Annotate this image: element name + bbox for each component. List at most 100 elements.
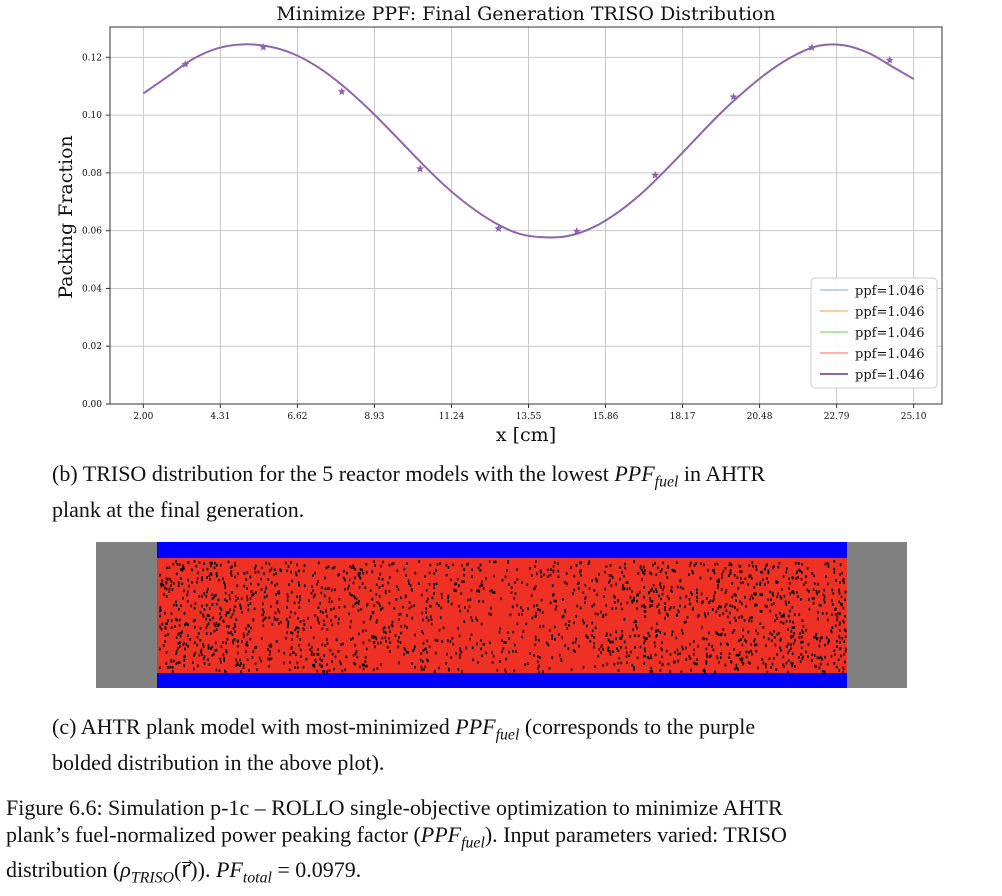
data-point-marker: [337, 87, 346, 96]
triso-particle: [457, 668, 460, 671]
triso-particle: [175, 600, 177, 604]
triso-particle: [249, 597, 252, 600]
triso-particle: [254, 567, 256, 570]
triso-particle: [792, 634, 794, 638]
triso-particle: [518, 613, 520, 616]
triso-particle: [654, 561, 656, 565]
triso-particle: [587, 562, 590, 566]
triso-particle: [226, 599, 228, 603]
triso-particle: [821, 658, 823, 661]
triso-particle: [643, 636, 645, 639]
triso-particle: [714, 591, 716, 594]
triso-particle: [314, 571, 316, 575]
triso-particle: [372, 636, 375, 639]
triso-particle: [530, 574, 533, 577]
triso-particle: [663, 632, 666, 636]
triso-particle: [391, 624, 394, 628]
triso-particle: [352, 564, 355, 568]
triso-particle: [626, 601, 629, 605]
triso-particle: [629, 595, 632, 599]
triso-particle: [477, 661, 479, 664]
triso-particle: [643, 641, 645, 645]
triso-particle: [396, 569, 399, 573]
triso-particle: [721, 576, 723, 579]
triso-particle: [337, 621, 340, 625]
triso-particle: [319, 610, 322, 613]
triso-particle: [620, 646, 622, 649]
triso-particle: [733, 616, 736, 620]
triso-particle: [564, 609, 566, 612]
triso-particle: [209, 578, 211, 581]
triso-particle: [535, 560, 537, 563]
triso-particle: [165, 662, 168, 665]
plot-frame: [109, 26, 943, 405]
triso-particle: [245, 643, 247, 646]
triso-particle: [227, 611, 230, 614]
triso-particle: [717, 607, 720, 611]
triso-particle: [511, 605, 514, 609]
triso-particle: [776, 653, 778, 656]
triso-particle: [808, 598, 810, 601]
triso-particle: [566, 582, 568, 586]
triso-particle: [429, 615, 432, 618]
triso-particle: [211, 645, 213, 649]
triso-particle: [429, 563, 432, 567]
triso-particle: [618, 656, 621, 660]
triso-particle: [831, 626, 834, 629]
triso-particle: [744, 638, 746, 642]
triso-particle: [818, 656, 820, 660]
triso-particle: [521, 609, 524, 612]
triso-particle: [741, 657, 744, 660]
triso-particle: [387, 581, 390, 585]
triso-particle: [211, 654, 214, 657]
data-point-marker: [651, 171, 660, 179]
triso-particle: [666, 595, 669, 598]
triso-particle: [364, 586, 367, 590]
triso-particle: [245, 578, 247, 581]
triso-particle: [703, 612, 706, 615]
triso-particle: [334, 655, 337, 659]
triso-particle: [756, 632, 759, 635]
triso-particle: [176, 563, 179, 566]
triso-particle: [213, 652, 215, 656]
triso-particle: [230, 574, 233, 577]
triso-particle: [833, 571, 836, 574]
triso-particle: [816, 637, 819, 640]
triso-particle: [554, 638, 556, 641]
caption-c-text: (c) AHTR plank model with most-minimized: [52, 714, 450, 739]
triso-particle: [802, 631, 804, 634]
triso-particle: [411, 662, 413, 665]
triso-particle: [649, 599, 652, 603]
triso-particle: [728, 574, 730, 577]
triso-particle: [806, 588, 809, 592]
triso-particle: [737, 668, 739, 671]
triso-particle: [642, 571, 644, 574]
triso-particle: [598, 573, 600, 576]
triso-particle: [651, 600, 654, 603]
triso-particle: [765, 665, 767, 669]
triso-particle: [764, 663, 767, 666]
triso-particle: [778, 631, 780, 635]
triso-particle: [750, 619, 753, 623]
triso-particle: [286, 569, 288, 573]
triso-particle: [787, 642, 790, 646]
triso-particle: [382, 627, 385, 630]
triso-particle: [288, 583, 290, 586]
triso-particle: [470, 616, 473, 619]
triso-particle: [700, 562, 702, 566]
triso-particle: [310, 653, 313, 656]
triso-particle: [410, 605, 413, 608]
triso-particle: [550, 568, 552, 571]
triso-particle: [229, 608, 231, 612]
triso-particle: [827, 562, 830, 565]
triso-particle: [844, 590, 847, 594]
triso-particle: [409, 584, 412, 588]
triso-particle: [168, 587, 171, 591]
triso-particle: [718, 633, 720, 636]
triso-particle: [633, 668, 635, 671]
triso-particle: [181, 567, 184, 571]
triso-particle: [210, 632, 212, 635]
triso-particle: [170, 584, 172, 587]
triso-particle: [671, 633, 673, 637]
triso-particle: [826, 662, 829, 666]
